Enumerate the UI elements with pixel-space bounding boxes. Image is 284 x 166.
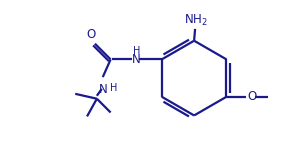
Text: N: N	[98, 83, 107, 96]
Text: O: O	[247, 90, 256, 103]
Text: N: N	[132, 53, 141, 66]
Text: O: O	[86, 28, 96, 41]
Text: NH$_2$: NH$_2$	[184, 13, 208, 28]
Text: H: H	[133, 46, 140, 56]
Text: H: H	[110, 83, 117, 93]
